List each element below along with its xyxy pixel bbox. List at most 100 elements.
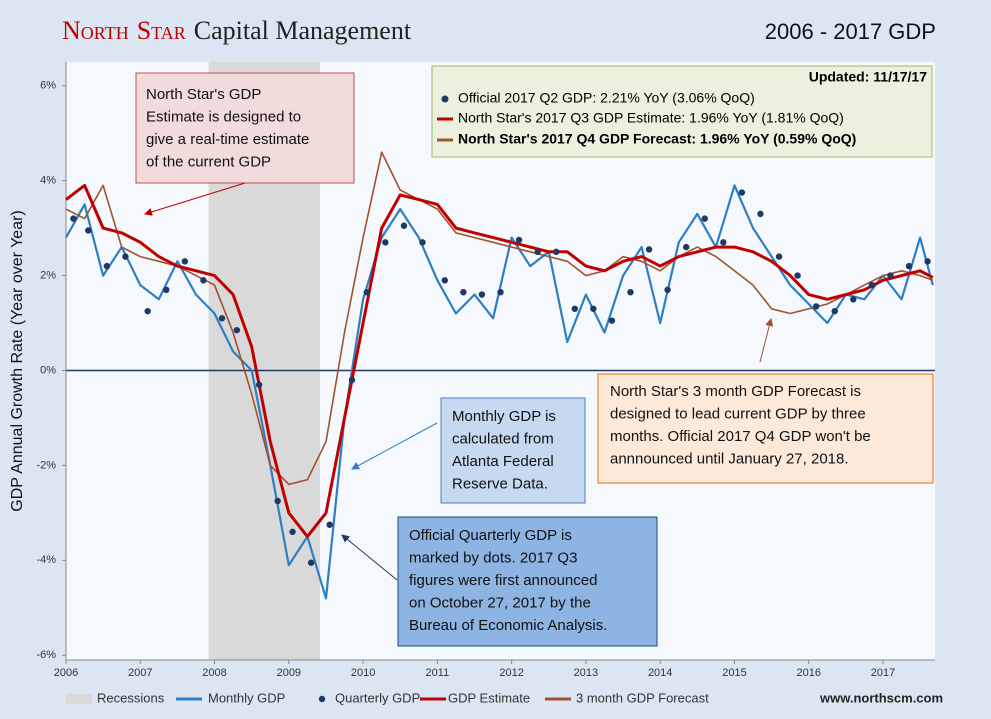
arrow — [341, 534, 398, 581]
quarterly-dot — [478, 291, 486, 298]
quarterly-dot — [775, 253, 783, 260]
quarterly-dot — [181, 258, 189, 265]
series-line — [65, 183, 934, 539]
x-tick-label: 2007 — [128, 667, 152, 679]
annotation-text: Monthly GDP is — [452, 408, 556, 425]
quarterly-dot — [363, 288, 371, 296]
annotation-text: Atlanta Federal — [452, 453, 554, 470]
y-tick-label: -2% — [36, 459, 56, 471]
arrow — [759, 318, 774, 363]
legend-label: Recessions — [97, 690, 165, 705]
quarterly-dot — [645, 246, 653, 253]
info-symbol — [441, 95, 449, 103]
quarterly-dot — [924, 258, 931, 265]
quarterly-dot — [497, 288, 504, 296]
annotation-text: annnounced until January 27, 2018. — [610, 450, 849, 467]
updated: Updated: 11/17/17 — [809, 69, 927, 85]
annotation-text: Reserve Data. — [452, 475, 548, 492]
quarterly-dot — [831, 307, 838, 315]
annotation-text: on October 27, 2017 by the — [409, 594, 591, 611]
brand-1: North — [62, 16, 129, 45]
quarterly-dot — [738, 189, 746, 196]
quarterly-dot — [664, 286, 671, 294]
quarterly-dot — [348, 376, 356, 384]
legend-swatch — [318, 695, 326, 703]
quarterly-dot — [103, 262, 111, 270]
info-line: North Star's 2017 Q3 GDP Estimate: 1.96%… — [458, 110, 844, 126]
brand-2: Star — [137, 16, 186, 45]
y-tick-label: -6% — [36, 649, 56, 661]
quarterly-dot — [534, 248, 541, 256]
quarterly-dot — [122, 253, 129, 260]
legend-label: Quarterly GDP — [335, 690, 420, 705]
annotation-text: of the current GDP — [146, 153, 271, 170]
overlay: Updated: 11/17/17 Official 2017 Q2 GDP: … — [66, 65, 943, 705]
quarterly-dot — [850, 296, 857, 303]
info-line: North Star's 2017 Q4 GDP Forecast: 1.96%… — [458, 131, 856, 147]
quarterly-dot — [326, 521, 333, 528]
quarterly-dot — [460, 288, 467, 296]
annotation-text: North Star's 3 month GDP Forecast is — [610, 383, 861, 400]
legend-label: Monthly GDP — [208, 690, 285, 705]
y-tick-label: -4% — [36, 554, 56, 566]
annotation-text: calculated from — [452, 430, 554, 447]
x-tick-label: 2017 — [871, 667, 895, 679]
quarterly-dot — [274, 497, 281, 505]
quarterly-dot — [70, 215, 77, 222]
brand: North Star Capital Management — [62, 16, 412, 45]
y-axis-label: GDP Annual Growth Rate (Year over Year) — [9, 210, 26, 512]
series-line — [65, 151, 934, 486]
quarterly-dot — [233, 326, 241, 334]
annotation-text: give a real-time estimate — [146, 131, 309, 148]
x-tick-label: 2009 — [277, 667, 301, 679]
x-tick-label: 2015 — [722, 667, 746, 679]
arrow — [144, 182, 246, 216]
annotation-box — [135, 72, 355, 184]
annotation-text: marked by dots. 2017 Q3 — [409, 549, 577, 566]
legend-swatch — [66, 694, 92, 704]
quarterly-dot — [720, 239, 727, 246]
x-tick-label: 2016 — [796, 667, 820, 679]
quarterly-dot — [382, 239, 389, 246]
legend-label: GDP Estimate — [448, 690, 530, 705]
annotation-text: Estimate is designed to — [146, 108, 301, 125]
quarterly-dot — [905, 262, 913, 270]
x-tick-label: 2012 — [499, 667, 523, 679]
quarterly-dot — [812, 303, 820, 310]
quarterly-dot — [553, 248, 560, 256]
quarterly-dot — [85, 227, 92, 234]
x-tick-label: 2014 — [648, 667, 672, 679]
x-tick-label: 2010 — [351, 667, 375, 679]
annotation-text: figures were first announced — [409, 572, 597, 589]
legend-label: 3 month GDP Forecast — [576, 690, 709, 705]
series-line — [65, 184, 934, 600]
quarterly-dot — [441, 277, 448, 284]
annotation-text: North Star's GDP — [146, 86, 261, 103]
quarterly-dot — [887, 272, 894, 279]
annotation-text: months. Official 2017 Q4 GDP won't be — [610, 428, 871, 445]
quarterly-dot — [590, 305, 597, 312]
quarterly-dot — [868, 281, 876, 289]
annotation-text: Bureau of Economic Analysis. — [409, 617, 607, 634]
y-tick-label: 4% — [40, 175, 56, 187]
chart-title: 2006 - 2017 GDP — [765, 19, 936, 44]
quarterly-dot — [289, 528, 296, 536]
y-tick-label: 6% — [40, 80, 56, 92]
x-tick-label: 2008 — [202, 667, 226, 679]
x-tick-label: 2013 — [574, 667, 598, 679]
quarterly-dot — [307, 559, 315, 566]
quarterly-dot — [218, 315, 226, 322]
quarterly-dot — [627, 288, 634, 296]
brand-3: Capital Management — [194, 16, 412, 45]
y-tick-label: 2% — [40, 269, 56, 281]
quarterly-dot — [794, 272, 801, 279]
annotation-text: designed to lead current GDP by three — [610, 405, 866, 422]
quarterly-dot — [400, 222, 408, 229]
quarterly-dot — [515, 236, 523, 244]
quarterly-dot — [163, 286, 170, 294]
annotation-text: Official Quarterly GDP is — [409, 527, 572, 544]
quarterly-dot — [144, 307, 151, 315]
x-tick-label: 2006 — [54, 667, 78, 679]
annotation-box — [397, 516, 658, 647]
